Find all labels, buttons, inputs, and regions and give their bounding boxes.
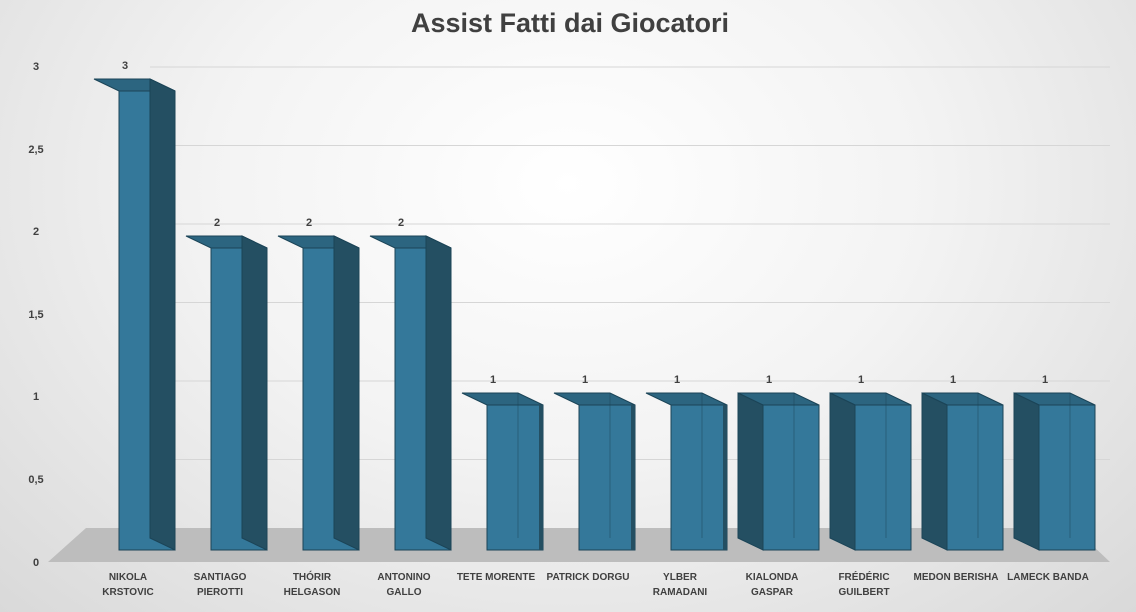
bar-front-face (578, 404, 636, 551)
bar (921, 392, 1004, 551)
x-tick-label: THÓRIR HELGASON (284, 570, 341, 598)
x-tick-label: LAMECK BANDA (1007, 572, 1089, 583)
bar-side-face (631, 405, 635, 550)
data-label: 2 (398, 217, 404, 229)
bar-top-face (553, 392, 636, 406)
data-labels: 3 2 2 2 1 1 1 1 1 1 1 (122, 60, 1048, 386)
x-tick-label: FRÉDÉRIC GUILBERT (838, 570, 889, 598)
data-label: 1 (858, 374, 864, 386)
bar (185, 235, 268, 551)
bar-side-face (1013, 392, 1040, 551)
bars (93, 78, 1096, 551)
bar-side-face (333, 235, 360, 551)
y-tick-label: 1,5 (28, 309, 43, 321)
y-tick-label: 2,5 (28, 144, 43, 156)
data-label: 1 (950, 374, 956, 386)
x-axis: NIKOLA KRSTOVIC SANTIAGO PIEROTTI THÓRIR HELG… (102, 570, 1089, 598)
bar-front-face (670, 404, 728, 551)
bar (461, 392, 544, 551)
data-label: 1 (490, 374, 496, 386)
bar (277, 235, 360, 551)
y-tick-label: 3 (33, 61, 39, 73)
data-label: 2 (214, 217, 220, 229)
bar (93, 78, 176, 551)
bar-side-face (425, 235, 452, 551)
x-tick-label: ANTONINO GALLO (377, 572, 430, 598)
y-axis: 0 0,5 1 1,5 2 2,5 3 (28, 61, 43, 569)
bar-side-face (539, 405, 543, 550)
bar (829, 392, 912, 551)
bar-top-face (645, 392, 728, 406)
data-label: 1 (766, 374, 772, 386)
bar-side-face (723, 405, 727, 550)
data-label: 1 (674, 374, 680, 386)
y-tick-label: 0,5 (28, 474, 43, 486)
data-label: 1 (1042, 374, 1048, 386)
chart-title: Assist Fatti dai Giocatori (411, 8, 729, 38)
x-tick-label: YLBER RAMADANI (653, 572, 708, 598)
bar-front-face (946, 404, 1004, 551)
bar-side-face (921, 392, 948, 551)
bar-front-face (486, 404, 544, 551)
x-tick-label: PATRICK DORGU (547, 572, 630, 583)
bar (645, 392, 728, 551)
y-tick-label: 0 (33, 557, 39, 569)
bar-front-face (854, 404, 912, 551)
bar-side-face (241, 235, 268, 551)
bar (553, 392, 636, 551)
x-tick-label: MEDON BERISHA (913, 572, 998, 583)
bar-side-face (829, 392, 856, 551)
bar (1013, 392, 1096, 551)
bar-top-face (461, 392, 544, 406)
x-tick-label: KIALONDA GASPAR (746, 572, 799, 598)
data-label: 3 (122, 60, 128, 72)
data-label: 1 (582, 374, 588, 386)
bar-side-face (737, 392, 764, 551)
x-tick-label: SANTIAGO PIEROTTI (194, 572, 247, 598)
x-tick-label: TETE MORENTE (457, 572, 536, 583)
bar-side-face (149, 78, 176, 551)
x-tick-label: NIKOLA KRSTOVIC (102, 572, 154, 598)
bar (369, 235, 452, 551)
y-tick-label: 2 (33, 226, 39, 238)
data-label: 2 (306, 217, 312, 229)
bar-front-face (1038, 404, 1096, 551)
bar (737, 392, 820, 551)
bar-front-face (762, 404, 820, 551)
y-tick-label: 1 (33, 391, 39, 403)
